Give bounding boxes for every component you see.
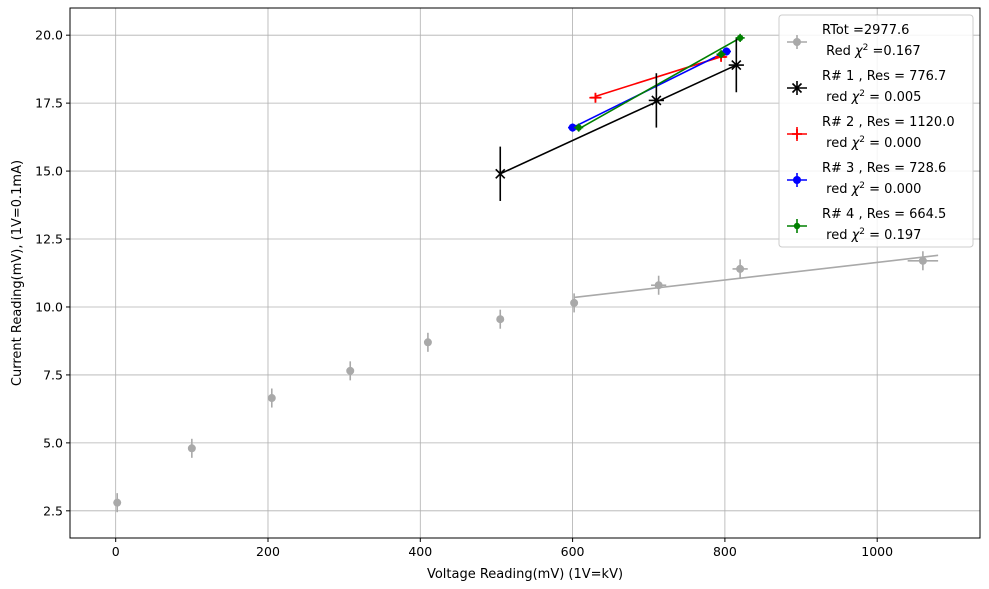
- y-tick-label: 10.0: [35, 299, 63, 314]
- legend-chi-value: = 0.197: [865, 228, 921, 243]
- legend-label-chi: Red χ2 =0.167: [822, 43, 921, 59]
- data-point: [919, 257, 927, 265]
- fit-line: [500, 65, 736, 174]
- legend-chi-prefix: red: [822, 182, 852, 197]
- data-point: [570, 299, 578, 307]
- legend-label-chi: red χ2 = 0.197: [822, 227, 921, 243]
- data-point: [590, 93, 600, 103]
- data-point: [793, 176, 801, 184]
- y-tick-label: 7.5: [43, 367, 63, 382]
- legend-chi-prefix: Red: [822, 44, 855, 59]
- y-axis-label: Current Reading(mV), (1V=0.1mA): [10, 160, 25, 386]
- x-tick-label: 200: [256, 544, 280, 559]
- data-point: [736, 265, 744, 273]
- series-points: [113, 251, 938, 512]
- data-point: [794, 223, 800, 229]
- x-tick-label: 400: [408, 544, 432, 559]
- legend-label: R# 3 , Res = 728.6: [822, 161, 946, 176]
- y-tick-label: 15.0: [35, 164, 63, 179]
- fit-line: [579, 38, 740, 129]
- legend-chi-value: =0.167: [868, 44, 920, 59]
- axis-ticks: 0 200 400 600 800 1000 2.5 5.0 7.5 10.0 12.5 15.0 17…: [35, 28, 893, 559]
- legend-chi-value: = 0.000: [865, 136, 921, 151]
- x-tick-label: 1000: [861, 544, 893, 559]
- y-tick-label: 17.5: [35, 96, 63, 111]
- data-point: [737, 35, 743, 41]
- x-axis-label: Voltage Reading(mV) (1V=kV): [427, 567, 623, 582]
- legend-chi-prefix: red: [822, 228, 852, 243]
- data-point: [424, 338, 432, 346]
- legend-chi-value: = 0.000: [865, 182, 921, 197]
- legend-label-chi: red χ2 = 0.000: [822, 135, 921, 151]
- x-tick-label: 600: [561, 544, 585, 559]
- legend: RTot =2977.6 Red χ2 =0.167 R# 1 , Res = 7…: [779, 15, 973, 247]
- legend-chi-value: = 0.005: [865, 90, 921, 105]
- data-point: [793, 38, 801, 46]
- data-point: [496, 315, 504, 323]
- legend-label-chi: red χ2 = 0.000: [822, 181, 921, 197]
- data-point: [575, 124, 581, 130]
- legend-chi-prefix: red: [822, 136, 852, 151]
- legend-chi-prefix: red: [822, 90, 852, 105]
- data-point: [188, 444, 196, 452]
- y-tick-label: 2.5: [43, 503, 63, 518]
- y-tick-label: 12.5: [35, 232, 63, 247]
- data-point: [718, 51, 724, 57]
- legend-label: RTot =2977.6: [822, 23, 909, 38]
- data-point: [346, 367, 354, 375]
- y-tick-label: 20.0: [35, 28, 63, 43]
- data-point: [655, 281, 663, 289]
- data-point: [268, 394, 276, 402]
- legend-label: R# 1 , Res = 776.7: [822, 69, 946, 84]
- legend-label: R# 2 , Res = 1120.0: [822, 115, 955, 130]
- y-tick-label: 5.0: [43, 435, 63, 450]
- legend-label: R# 4 , Res = 664.5: [822, 207, 946, 222]
- data-point: [113, 499, 121, 507]
- x-tick-label: 800: [713, 544, 737, 559]
- legend-label-chi: red χ2 = 0.005: [822, 89, 921, 105]
- x-tick-label: 0: [112, 544, 120, 559]
- fit-line: [574, 255, 938, 297]
